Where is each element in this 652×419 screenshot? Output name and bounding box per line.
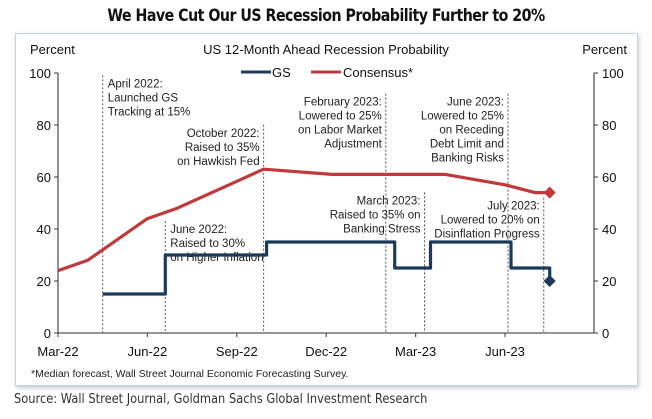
chart-svg: Percent US 12-Month Ahead Recession Prob…	[29, 42, 627, 380]
annotation-line-text: Raised to 35% on	[330, 209, 421, 221]
annotation-line-text: June 2023:	[447, 97, 504, 109]
annotation-line-text: March 2023:	[357, 195, 421, 207]
annotation-line-text: Adjustment	[324, 139, 382, 151]
annotation-line-text: October 2022:	[187, 128, 260, 140]
source-note: Source: Wall Street Journal, Goldman Sac…	[14, 392, 428, 407]
annotation-line-text: February 2023:	[304, 97, 382, 109]
gs-end-marker	[543, 275, 556, 287]
annotation-line-text: on Receding	[439, 125, 504, 137]
annotation-line-text: Banking Risks	[431, 153, 504, 165]
annotation-text: February 2023: Lowered to 25% on Labor Mar…	[298, 97, 383, 151]
axes: 0 0 20 20 40 40 60 60 80 80 100 100 Mar-22 Jun-22 Sep-…	[29, 66, 623, 359]
consensus-line	[57, 167, 550, 273]
left-y-tick-label: 80	[37, 118, 51, 133]
right-y-tick-label: 0	[602, 326, 609, 341]
annotation-line-text: Raised to 35%	[185, 142, 260, 154]
annotation-line-text: Lowered to 20% on	[441, 215, 540, 227]
right-y-tick-label: 20	[602, 274, 616, 289]
annotation-text: June 2022: Raised to 30% on Higher Inflati…	[170, 224, 263, 264]
annotation-line-text: July 2023:	[487, 201, 539, 213]
consensus-end-marker	[543, 186, 556, 199]
annotation-line-text: on Hawkish Fed	[177, 156, 259, 168]
annotation-line-text: Tracking at 15%	[108, 106, 191, 118]
annotation-line-text: Debt Limit and	[430, 139, 504, 151]
right-y-tick-label: 60	[602, 170, 616, 185]
series	[57, 167, 556, 296]
right-y-tick-label: 40	[602, 222, 616, 237]
annotations: April 2022: Launched GS Tracking at 15% Jun…	[102, 75, 545, 333]
left-y-tick-label: 0	[44, 326, 51, 341]
legend: GS Consensus*	[241, 65, 413, 80]
x-tick-label: Mar-22	[37, 344, 78, 359]
annotation-line-text: Lowered to 25%	[299, 111, 382, 123]
annotation-text: April 2022: Launched GS Tracking at 15%	[108, 78, 191, 118]
x-tick-label: Sep-22	[216, 344, 258, 359]
legend-gs-label: GS	[272, 65, 291, 80]
annotation-text: October 2022: Raised to 35% on Hawkish Fed	[177, 128, 259, 168]
footnote: *Median forecast, Wall Street Journal Ec…	[31, 368, 348, 380]
x-tick-label: Jun-23	[485, 344, 525, 359]
left-y-tick-label: 100	[29, 66, 51, 81]
annotation-line-text: June 2022:	[170, 224, 227, 236]
annotation-line-text: Banking Stress	[343, 223, 421, 235]
annotation-text: March 2023: Raised to 35% on Banking Stres…	[330, 195, 421, 235]
x-tick-label: Mar-23	[395, 344, 436, 359]
right-y-tick-label: 80	[602, 118, 616, 133]
left-y-tick-label: 20	[37, 274, 51, 289]
annotation-line-text: April 2022:	[108, 78, 163, 90]
chart-title: US 12-Month Ahead Recession Probability	[203, 42, 449, 57]
left-y-tick-label: 40	[37, 222, 51, 237]
annotation-line-text: on Labor Market	[298, 125, 383, 137]
x-tick-label: Dec-22	[305, 344, 347, 359]
right-y-tick-label: 100	[602, 66, 624, 81]
annotation-line-text: Disinflation Progress	[434, 229, 540, 241]
left-y-tick-label: 60	[37, 170, 51, 185]
gs-line	[102, 240, 552, 296]
annotation-line-text: Lowered to 25%	[421, 111, 504, 123]
annotation-line-text: Raised to 30%	[170, 238, 245, 250]
annotation-line-text: Launched GS	[108, 92, 179, 104]
annotation-text: June 2023: Lowered to 25% on Receding Debt …	[421, 97, 504, 165]
chart-frame: Percent US 12-Month Ahead Recession Prob…	[15, 33, 638, 386]
left-axis-label: Percent	[30, 42, 75, 57]
page-title: We Have Cut Our US Recession Probability…	[107, 6, 545, 25]
legend-consensus-label: Consensus*	[343, 65, 413, 80]
right-axis-label: Percent	[582, 42, 627, 57]
x-tick-label: Jun-22	[128, 344, 168, 359]
annotation-text: July 2023: Lowered to 20% on Disinflation …	[434, 201, 540, 241]
